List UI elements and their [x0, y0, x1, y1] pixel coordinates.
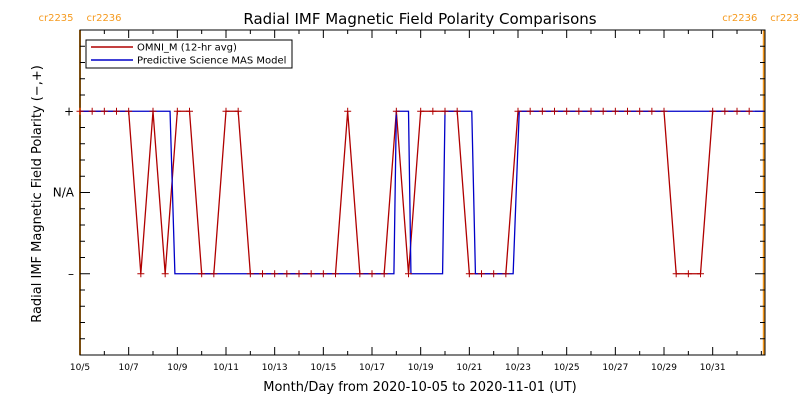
carrington-label: cr2237: [770, 13, 800, 24]
omni-data-point: [307, 270, 315, 278]
omni-data-point: [100, 107, 108, 115]
plot-frame: [79, 29, 766, 356]
omni-data-point: [624, 107, 632, 115]
omni-data-point: [295, 270, 303, 278]
x-axis: 10/5 10/7 10/9 10/11 10/13 10/15 10/17 10/19 10/…: [70, 30, 762, 373]
x-tick-label: 10/21: [456, 363, 482, 373]
omni-data-point: [368, 270, 376, 278]
omni-data-point: [514, 107, 522, 115]
omni-data-point: [259, 270, 267, 278]
omni-data-point: [441, 107, 449, 115]
omni-data-point: [186, 107, 194, 115]
y-tick-label: –: [68, 267, 74, 281]
x-tick-label: 10/11: [213, 363, 239, 373]
omni-data-point: [587, 107, 595, 115]
omni-data-point: [271, 270, 279, 278]
omni-data-point: [465, 270, 473, 278]
omni-data-point: [502, 270, 510, 278]
x-tick-label: 10/5: [70, 363, 90, 373]
x-tick-label: 10/19: [408, 363, 434, 373]
x-tick-label: 10/29: [651, 363, 677, 373]
omni-data-point: [319, 270, 327, 278]
x-tick-label: 10/23: [505, 363, 531, 373]
y-tick-label: +: [64, 104, 74, 118]
omni-data-point: [405, 270, 413, 278]
omni-data-point: [648, 107, 656, 115]
omni-data-point: [684, 270, 692, 278]
carrington-label: cr2236: [722, 13, 757, 24]
omni-data-point: [76, 107, 84, 115]
omni-data-point: [709, 107, 717, 115]
x-tick-label: 10/7: [119, 363, 139, 373]
omni-data-point: [210, 270, 218, 278]
omni-data-point: [246, 270, 254, 278]
carrington-label: cr2236: [86, 13, 121, 24]
omni-data-point: [636, 107, 644, 115]
omni-data-point: [660, 107, 668, 115]
omni-data-point: [478, 270, 486, 278]
x-tick-label: 10/31: [700, 363, 726, 373]
legend-label-omni: OMNI_M (12-hr avg): [137, 43, 237, 54]
x-tick-label: 10/13: [262, 363, 288, 373]
x-tick-label: 10/27: [602, 363, 628, 373]
x-tick-label: 10/17: [359, 363, 385, 373]
omni-data-point: [173, 107, 181, 115]
omni-data-point: [380, 270, 388, 278]
omni-data-point: [198, 270, 206, 278]
omni-data-point: [575, 107, 583, 115]
omni-data-point: [599, 107, 607, 115]
legend-box: [85, 39, 293, 69]
omni-data-point: [453, 107, 461, 115]
x-tick-label: 10/15: [310, 363, 336, 373]
omni-data-point: [234, 107, 242, 115]
omni-data-point: [672, 270, 680, 278]
legend: OMNI_M (12-hr avg) Predictive Science MA…: [85, 39, 293, 69]
omni-data-point: [429, 107, 437, 115]
omni-data-point: [611, 107, 619, 115]
series-layer: [76, 107, 764, 278]
legend-label-mas: Predictive Science MAS Model: [137, 56, 286, 67]
y-axis: + N/A –: [53, 29, 765, 356]
omni-data-point: [125, 107, 133, 115]
omni-data-point: [490, 270, 498, 278]
omni-data-point: [149, 107, 157, 115]
omni-data-point: [356, 270, 364, 278]
omni-data-point: [417, 107, 425, 115]
x-tick-label: 10/25: [554, 363, 580, 373]
y-axis-title: Radial IMF Magnetic Field Polarity (−,+): [30, 65, 45, 323]
omni-data-point: [526, 107, 534, 115]
omni-data-point: [113, 107, 121, 115]
omni-data-point: [392, 107, 400, 115]
omni-data-point: [563, 107, 571, 115]
mas-series-line: [80, 110, 764, 275]
omni-data-point: [332, 270, 340, 278]
omni-data-point: [161, 270, 169, 278]
omni-data-point: [697, 270, 705, 278]
omni-data-point: [733, 107, 741, 115]
omni-data-point: [721, 107, 729, 115]
y-tick-label: N/A: [53, 186, 75, 200]
chart-title: Radial IMF Magnetic Field Polarity Compa…: [243, 10, 596, 28]
omni-series-line: [80, 110, 750, 275]
x-axis-title: Month/Day from 2020-10-05 to 2020-11-01 …: [263, 380, 576, 395]
omni-data-point: [551, 107, 559, 115]
omni-data-point: [283, 270, 291, 278]
omni-data-point: [222, 107, 230, 115]
omni-data-point: [344, 107, 352, 115]
omni-data-point: [88, 107, 96, 115]
carrington-label: cr2235: [38, 13, 73, 24]
omni-data-point: [538, 107, 546, 115]
omni-data-point: [137, 270, 145, 278]
x-tick-label: 10/9: [167, 363, 187, 373]
omni-data-point: [745, 107, 753, 115]
